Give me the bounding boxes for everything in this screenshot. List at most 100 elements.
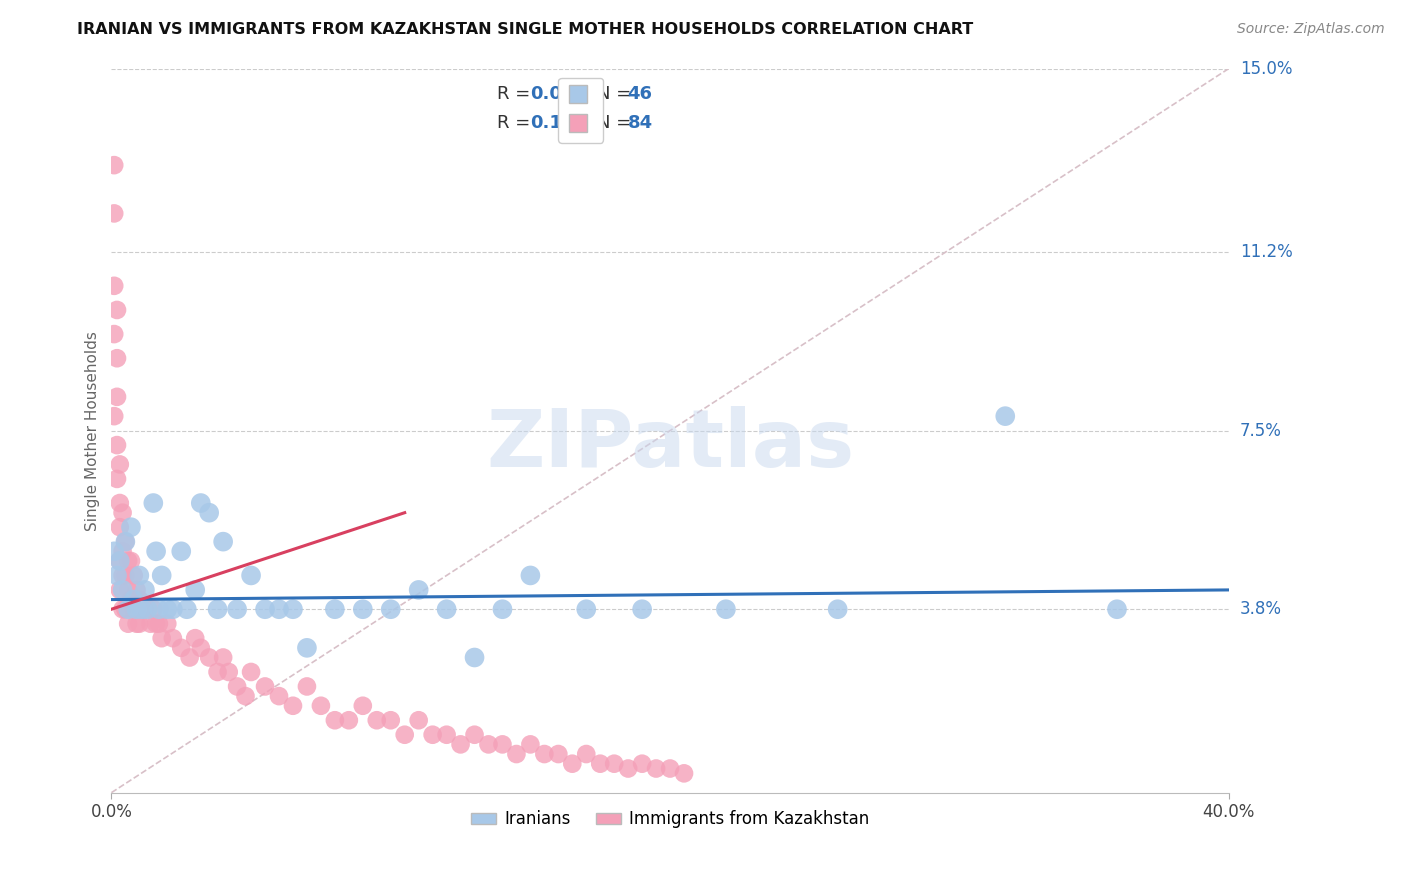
Point xyxy=(111,568,134,582)
Point xyxy=(162,602,184,616)
Point xyxy=(603,756,626,771)
Point xyxy=(103,409,125,424)
Point xyxy=(561,756,583,771)
Point xyxy=(103,158,125,172)
Point xyxy=(117,554,139,568)
Point xyxy=(352,602,374,616)
Point xyxy=(170,640,193,655)
Point xyxy=(103,278,125,293)
Point xyxy=(136,602,159,616)
Point xyxy=(156,602,179,616)
Point xyxy=(184,631,207,645)
Point xyxy=(128,592,150,607)
Point xyxy=(162,631,184,645)
Point xyxy=(117,582,139,597)
Point xyxy=(337,713,360,727)
Text: 3.8%: 3.8% xyxy=(1240,600,1282,618)
Point xyxy=(575,747,598,761)
Point xyxy=(212,534,235,549)
Text: Source: ZipAtlas.com: Source: ZipAtlas.com xyxy=(1237,22,1385,37)
Point xyxy=(111,544,134,558)
Point xyxy=(994,409,1017,424)
Point xyxy=(589,756,612,771)
Point xyxy=(464,650,486,665)
Point xyxy=(108,582,131,597)
Point xyxy=(108,520,131,534)
Point xyxy=(145,616,167,631)
Point xyxy=(323,602,346,616)
Point xyxy=(114,602,136,616)
Point xyxy=(150,568,173,582)
Point xyxy=(108,458,131,472)
Point xyxy=(207,665,229,679)
Point xyxy=(450,738,472,752)
Point xyxy=(519,568,541,582)
Point xyxy=(533,747,555,761)
Point xyxy=(103,327,125,342)
Point xyxy=(139,616,162,631)
Point xyxy=(394,728,416,742)
Point xyxy=(408,713,430,727)
Point xyxy=(108,554,131,568)
Point xyxy=(226,602,249,616)
Point xyxy=(352,698,374,713)
Point xyxy=(631,602,654,616)
Text: R =: R = xyxy=(496,85,536,103)
Point xyxy=(105,568,128,582)
Point xyxy=(125,602,148,616)
Point xyxy=(714,602,737,616)
Point xyxy=(134,582,156,597)
Point xyxy=(547,747,569,761)
Point xyxy=(179,650,201,665)
Point xyxy=(190,640,212,655)
Point xyxy=(295,640,318,655)
Text: 11.2%: 11.2% xyxy=(1240,243,1292,261)
Point xyxy=(631,756,654,771)
Point xyxy=(122,602,145,616)
Point xyxy=(105,438,128,452)
Point xyxy=(617,762,640,776)
Point xyxy=(673,766,696,780)
Point xyxy=(408,582,430,597)
Point xyxy=(323,713,346,727)
Point xyxy=(105,302,128,317)
Point xyxy=(125,616,148,631)
Point xyxy=(254,680,277,694)
Point xyxy=(111,506,134,520)
Point xyxy=(267,602,290,616)
Point xyxy=(422,728,444,742)
Point xyxy=(207,602,229,616)
Point xyxy=(491,602,513,616)
Text: 46: 46 xyxy=(627,85,652,103)
Point xyxy=(156,616,179,631)
Point xyxy=(114,568,136,582)
Point xyxy=(136,602,159,616)
Text: N =: N = xyxy=(598,85,637,103)
Point xyxy=(148,616,170,631)
Point xyxy=(120,520,142,534)
Point xyxy=(125,582,148,597)
Point xyxy=(150,631,173,645)
Point xyxy=(117,602,139,616)
Point xyxy=(170,544,193,558)
Point xyxy=(198,650,221,665)
Point xyxy=(103,544,125,558)
Point xyxy=(128,616,150,631)
Point xyxy=(380,602,402,616)
Y-axis label: Single Mother Households: Single Mother Households xyxy=(86,331,100,531)
Point xyxy=(226,680,249,694)
Point xyxy=(491,738,513,752)
Point xyxy=(145,544,167,558)
Text: 0.102: 0.102 xyxy=(530,114,588,132)
Point xyxy=(295,680,318,694)
Point xyxy=(122,568,145,582)
Text: IRANIAN VS IMMIGRANTS FROM KAZAKHSTAN SINGLE MOTHER HOUSEHOLDS CORRELATION CHART: IRANIAN VS IMMIGRANTS FROM KAZAKHSTAN SI… xyxy=(77,22,973,37)
Point xyxy=(281,698,304,713)
Point xyxy=(645,762,668,776)
Point xyxy=(120,554,142,568)
Point xyxy=(436,602,458,616)
Point xyxy=(281,602,304,616)
Point xyxy=(212,650,235,665)
Text: 15.0%: 15.0% xyxy=(1240,60,1292,78)
Point xyxy=(240,665,263,679)
